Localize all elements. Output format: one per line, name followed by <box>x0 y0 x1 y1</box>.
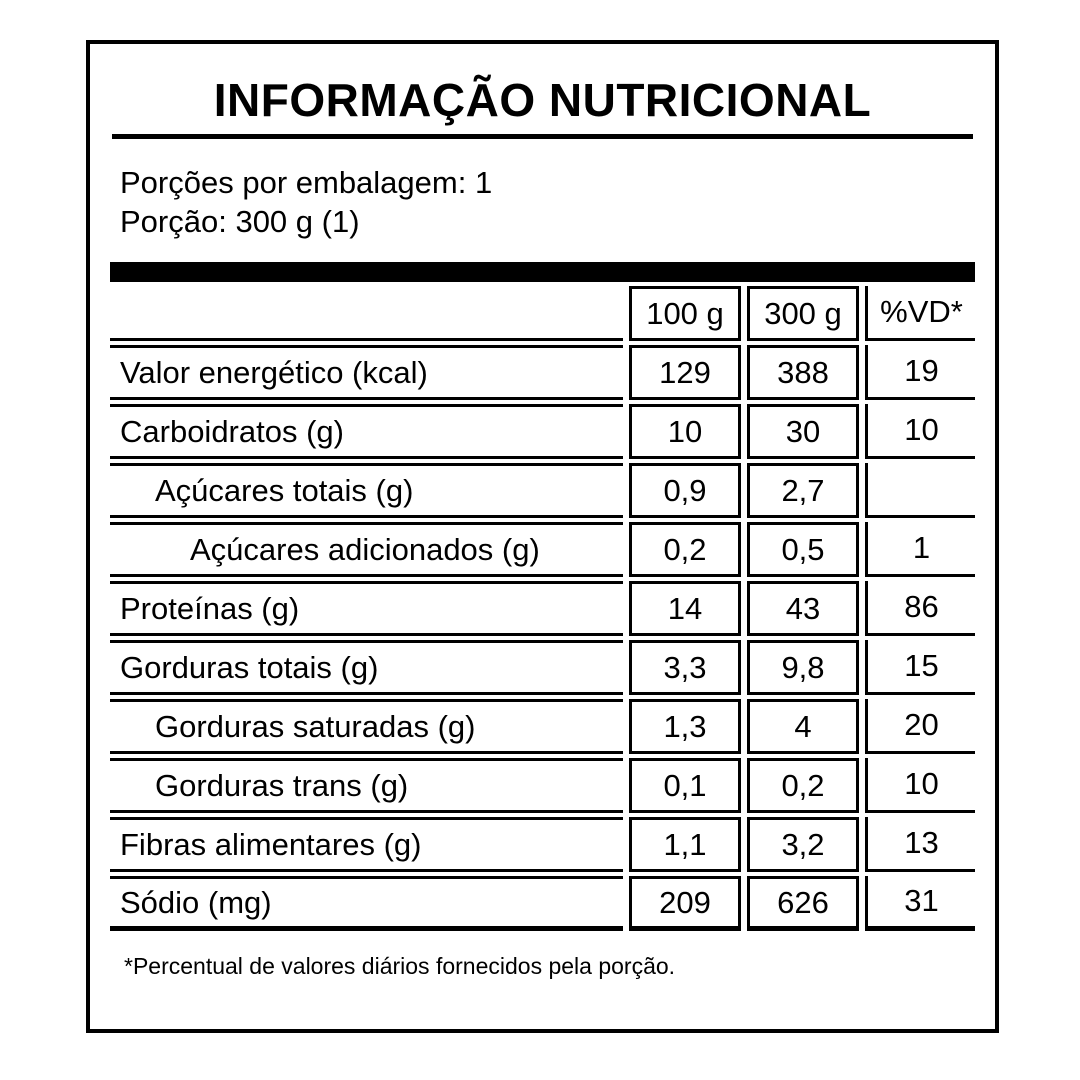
value-300g: 3,2 <box>747 817 859 872</box>
nutrient-name: Açúcares adicionados (g) <box>110 522 623 577</box>
nutrition-label-frame: INFORMAÇÃO NUTRICIONAL Porções por embal… <box>86 40 999 1033</box>
value-300g: 626 <box>747 876 859 931</box>
nutrient-name: Sódio (mg) <box>110 876 623 931</box>
value-300g: 388 <box>747 345 859 400</box>
header-nutrient-blank <box>110 286 623 341</box>
table-top-bar <box>110 262 975 282</box>
value-vd: 15 <box>865 640 975 695</box>
nutrient-name: Gorduras totais (g) <box>110 640 623 695</box>
value-vd: 86 <box>865 581 975 636</box>
nutrition-table-body: Valor energético (kcal) 129 388 19 Carbo… <box>110 345 975 931</box>
nutrient-name: Valor energético (kcal) <box>110 345 623 400</box>
value-300g: 2,7 <box>747 463 859 518</box>
value-vd: 1 <box>865 522 975 577</box>
value-vd: 10 <box>865 404 975 459</box>
header-300g: 300 g <box>747 286 859 341</box>
value-300g: 43 <box>747 581 859 636</box>
portion-size: Porção: 300 g (1) <box>120 204 360 239</box>
portion-info: Porções por embalagem: 1 Porção: 300 g (… <box>120 163 965 241</box>
table-row: Valor energético (kcal) 129 388 19 <box>110 345 975 400</box>
servings-per-package: Porções por embalagem: 1 <box>120 165 493 200</box>
value-vd: 13 <box>865 817 975 872</box>
table-row: Fibras alimentares (g) 1,1 3,2 13 <box>110 817 975 872</box>
table-row: Gorduras totais (g) 3,3 9,8 15 <box>110 640 975 695</box>
nutrition-table: 100 g 300 g %VD* Valor energético (kcal)… <box>104 282 981 935</box>
value-vd: 19 <box>865 345 975 400</box>
value-100g: 1,1 <box>629 817 741 872</box>
nutrient-name: Açúcares totais (g) <box>110 463 623 518</box>
table-row: Gorduras trans (g) 0,1 0,2 10 <box>110 758 975 813</box>
vd-footnote: *Percentual de valores diários fornecido… <box>124 953 676 979</box>
title-rule <box>112 134 973 139</box>
value-300g: 4 <box>747 699 859 754</box>
label-title: INFORMAÇÃO NUTRICIONAL <box>213 74 872 126</box>
value-300g: 0,2 <box>747 758 859 813</box>
nutrient-name: Gorduras trans (g) <box>110 758 623 813</box>
table-row: Proteínas (g) 14 43 86 <box>110 581 975 636</box>
value-100g: 0,9 <box>629 463 741 518</box>
value-vd: 31 <box>865 876 975 931</box>
table-row: Sódio (mg) 209 626 31 <box>110 876 975 931</box>
value-100g: 14 <box>629 581 741 636</box>
value-vd: 10 <box>865 758 975 813</box>
header-100g: 100 g <box>629 286 741 341</box>
nutrient-name: Carboidratos (g) <box>110 404 623 459</box>
nutrient-name: Fibras alimentares (g) <box>110 817 623 872</box>
value-300g: 30 <box>747 404 859 459</box>
value-300g: 0,5 <box>747 522 859 577</box>
value-100g: 129 <box>629 345 741 400</box>
table-row: Açúcares totais (g) 0,9 2,7 <box>110 463 975 518</box>
value-100g: 10 <box>629 404 741 459</box>
table-row: Gorduras saturadas (g) 1,3 4 20 <box>110 699 975 754</box>
value-100g: 0,2 <box>629 522 741 577</box>
value-300g: 9,8 <box>747 640 859 695</box>
nutrient-name: Gorduras saturadas (g) <box>110 699 623 754</box>
value-100g: 0,1 <box>629 758 741 813</box>
table-row: Carboidratos (g) 10 30 10 <box>110 404 975 459</box>
value-vd: 20 <box>865 699 975 754</box>
value-100g: 209 <box>629 876 741 931</box>
value-100g: 3,3 <box>629 640 741 695</box>
header-vd: %VD* <box>865 286 975 341</box>
value-vd <box>865 463 975 518</box>
table-row: Açúcares adicionados (g) 0,2 0,5 1 <box>110 522 975 577</box>
value-100g: 1,3 <box>629 699 741 754</box>
table-header-row: 100 g 300 g %VD* <box>110 286 975 341</box>
nutrient-name: Proteínas (g) <box>110 581 623 636</box>
